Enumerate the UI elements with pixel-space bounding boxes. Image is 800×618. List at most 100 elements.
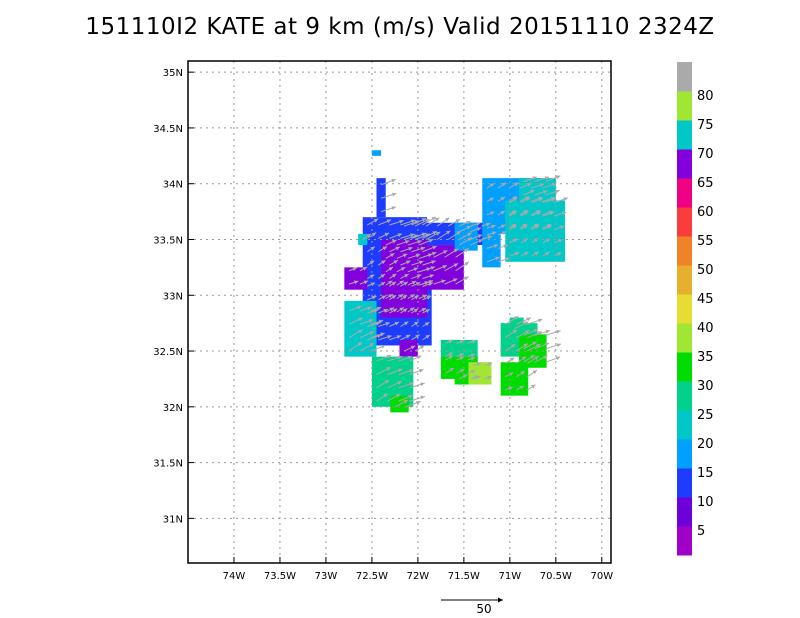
wind-vector-25 bbox=[422, 274, 435, 280]
wind-vector-55 bbox=[422, 334, 431, 341]
wind-vector-head bbox=[431, 251, 437, 256]
wind-vector-10 bbox=[389, 273, 397, 279]
wind-vector-164 bbox=[370, 332, 385, 339]
wind-vector-head bbox=[387, 280, 393, 285]
wind-vector-head bbox=[425, 233, 430, 238]
wind-vector-head bbox=[459, 356, 464, 361]
wind-vector-head bbox=[476, 222, 481, 226]
wind-vector-203 bbox=[387, 393, 401, 402]
colorbar-swatch-11 bbox=[677, 207, 692, 237]
wind-vector-head bbox=[376, 306, 382, 311]
wind-vector-104 bbox=[422, 266, 436, 272]
wind-vector-head bbox=[514, 316, 519, 321]
wind-vector-head bbox=[399, 219, 404, 224]
wind-vector-186 bbox=[542, 197, 556, 204]
wind-vector-228 bbox=[527, 331, 543, 339]
wind-vector-22 bbox=[411, 246, 426, 253]
wind-vector-head bbox=[405, 240, 410, 244]
wind-vector-head bbox=[491, 224, 496, 229]
wind-vector-58 bbox=[422, 295, 432, 301]
wind-vector-head bbox=[563, 197, 568, 202]
wind-vector-head bbox=[381, 260, 386, 265]
wind-vector-head bbox=[441, 279, 446, 284]
wind-vector-head bbox=[500, 210, 505, 215]
wind-vector-70 bbox=[436, 217, 450, 227]
wind-vector-9 bbox=[378, 219, 392, 226]
wind-vector-18 bbox=[400, 233, 415, 239]
wind-vector-109 bbox=[444, 278, 458, 285]
wind-vector-38 bbox=[378, 295, 387, 301]
wind-vector-head bbox=[378, 319, 384, 324]
wind-vector-head bbox=[453, 263, 459, 268]
colorbar-label: 10 bbox=[697, 495, 714, 510]
wind-vector-16 bbox=[400, 260, 411, 266]
wind-vector-head bbox=[511, 344, 516, 348]
wind-vector-7 bbox=[378, 245, 388, 253]
wind-vector-123 bbox=[486, 197, 495, 202]
wind-vector-108 bbox=[433, 250, 448, 258]
wind-vector-head bbox=[434, 217, 440, 222]
wind-vector-head bbox=[477, 234, 483, 239]
wind-vector-45 bbox=[400, 334, 411, 341]
wind-vector-50 bbox=[411, 334, 420, 341]
speed-cell-7-0 bbox=[468, 362, 492, 385]
wind-vector-180 bbox=[531, 211, 542, 217]
x-tick-label: 74W bbox=[223, 571, 246, 582]
wind-vector-63 bbox=[403, 234, 419, 240]
wind-vector-220 bbox=[467, 339, 477, 344]
wind-vector-head bbox=[409, 382, 414, 386]
wind-vector-41 bbox=[389, 321, 400, 327]
wind-vector-head bbox=[487, 362, 493, 367]
wind-vector-5 bbox=[378, 273, 386, 279]
wind-vector-26 bbox=[422, 260, 436, 266]
wind-vector-232 bbox=[445, 355, 454, 361]
wind-vector-head bbox=[547, 225, 552, 229]
wind-vector-head bbox=[524, 251, 529, 256]
wind-vector-14 bbox=[389, 219, 404, 226]
wind-vector-168 bbox=[509, 238, 518, 244]
wind-vector-head bbox=[415, 253, 421, 258]
wind-vector-56 bbox=[422, 321, 430, 327]
wind-vector-225 bbox=[516, 329, 530, 339]
wind-vector-head bbox=[561, 211, 567, 216]
wind-vector-head bbox=[357, 342, 363, 347]
wind-vector-head bbox=[435, 231, 441, 236]
colorbar-swatch-12 bbox=[677, 178, 692, 208]
colorbar-swatch-7 bbox=[677, 323, 692, 353]
speed-cell-0-0 bbox=[371, 150, 382, 156]
wind-vector-head bbox=[391, 295, 397, 300]
wind-vector-head bbox=[386, 354, 392, 359]
wind-vector-head bbox=[500, 196, 505, 201]
wind-vector-head bbox=[533, 328, 539, 333]
wind-vector-182 bbox=[542, 251, 550, 257]
wind-vector-158 bbox=[348, 305, 362, 312]
wind-vector-head bbox=[387, 335, 392, 339]
wind-vector-head bbox=[534, 224, 540, 229]
wind-vector-39 bbox=[378, 281, 386, 287]
wind-vector-23 bbox=[411, 232, 427, 239]
wind-vector-head bbox=[455, 219, 460, 223]
wind-vector-237 bbox=[459, 374, 468, 380]
wind-vector-head bbox=[453, 248, 459, 253]
wind-vector-head bbox=[464, 248, 469, 253]
x-tick-label: 73W bbox=[315, 571, 338, 582]
wind-vector-219 bbox=[467, 353, 476, 358]
wind-vector-head bbox=[470, 369, 476, 374]
wind-vector-head bbox=[396, 335, 402, 339]
speed-cell-4-0 bbox=[344, 300, 377, 357]
colorbar-swatch-14 bbox=[677, 120, 692, 150]
wind-vector-154 bbox=[470, 227, 482, 233]
reference-vector: 50 bbox=[441, 597, 503, 616]
wind-vector-head bbox=[525, 197, 531, 202]
wind-vector-145 bbox=[486, 256, 500, 263]
wind-vector-114 bbox=[455, 247, 469, 258]
wind-vector-head bbox=[369, 343, 374, 348]
wind-vector-259 bbox=[472, 375, 482, 380]
wind-vector-262 bbox=[483, 362, 493, 367]
wind-vector-19 bbox=[400, 219, 416, 226]
wind-vector-head bbox=[369, 331, 375, 335]
wind-vector-202 bbox=[376, 354, 392, 362]
wind-vector-251 bbox=[534, 355, 548, 363]
wind-vector-250 bbox=[523, 328, 539, 336]
wind-vector-127 bbox=[497, 196, 506, 202]
